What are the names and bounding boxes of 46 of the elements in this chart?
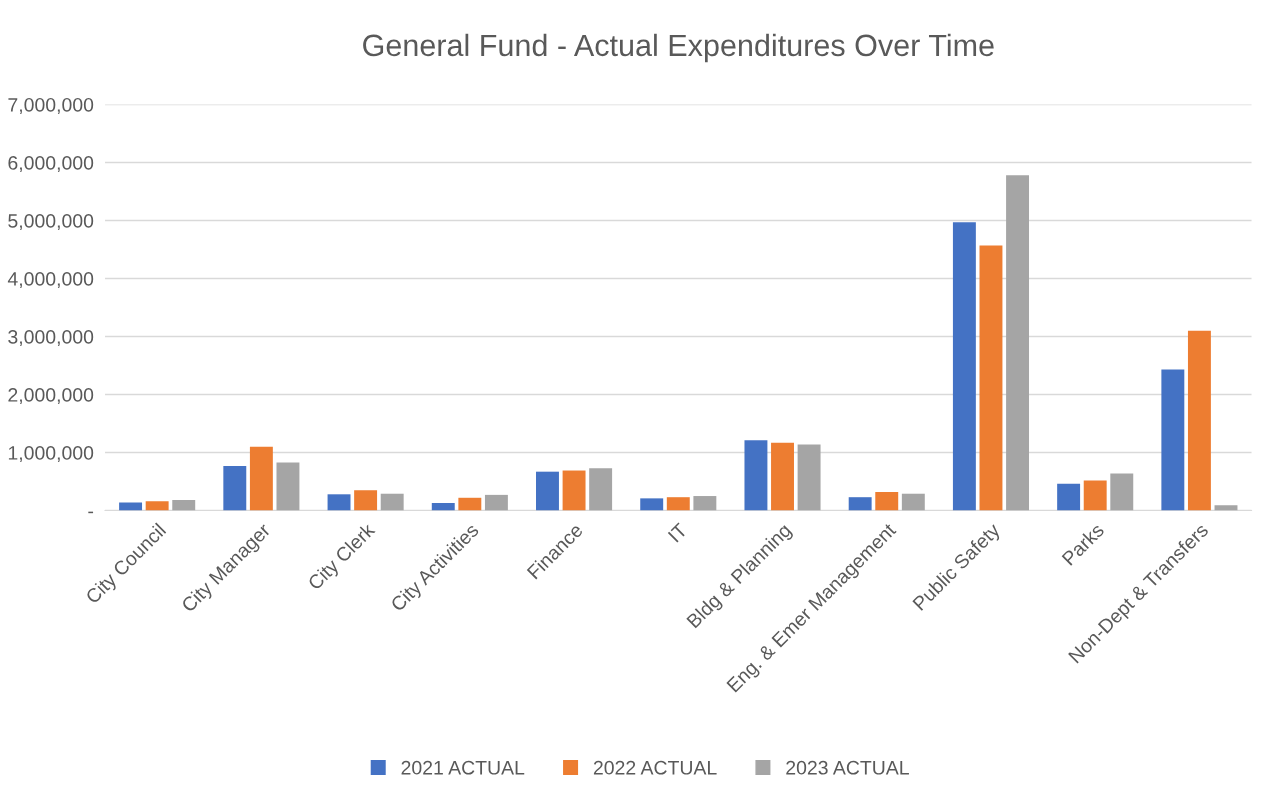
bar [119, 502, 143, 511]
y-tick-label: 4,000,000 [7, 272, 94, 289]
bar [380, 493, 404, 511]
bar [1187, 330, 1211, 511]
y-tick-label: 2,000,000 [8, 388, 94, 405]
bar [1083, 480, 1107, 511]
bar [1110, 473, 1134, 511]
chart-title: General Fund - Actual Expenditures Over Time [363, 33, 994, 63]
bar [276, 462, 300, 511]
bar [1057, 483, 1081, 511]
bar [327, 494, 351, 511]
bar [431, 503, 455, 511]
bar [1006, 175, 1030, 511]
y-tick-label: 7,000,000 [8, 97, 94, 115]
bar [354, 490, 378, 511]
bar [797, 444, 821, 511]
bar [484, 494, 508, 511]
bar [1161, 369, 1185, 511]
y-tick-label: - [88, 511, 94, 514]
bar [640, 498, 664, 511]
bar [249, 446, 273, 511]
y-tick-label: 6,000,000 [8, 155, 94, 173]
legend-label: 2021 ACTUAL [401, 760, 525, 775]
bar [172, 500, 196, 511]
bar [562, 470, 586, 511]
y-tick-label: 3,000,000 [8, 330, 94, 347]
bar [979, 245, 1003, 511]
bar [744, 440, 768, 511]
bar [693, 496, 717, 511]
bar [223, 465, 247, 511]
bar [1214, 505, 1238, 511]
legend-label: 2023 ACTUAL [786, 760, 909, 775]
bar [875, 491, 899, 511]
bar [536, 471, 559, 511]
bar [666, 497, 690, 511]
bar [952, 222, 976, 511]
bar [848, 497, 872, 511]
legend-label: 2022 ACTUAL [593, 760, 717, 775]
bar [901, 493, 925, 511]
y-tick-label: 1,000,000 [8, 446, 94, 463]
bar [589, 468, 613, 511]
bar [771, 442, 794, 511]
bar [458, 497, 482, 511]
x-tick-label: IT [667, 522, 688, 543]
bar [145, 501, 169, 511]
y-tick-label: 5,000,000 [8, 213, 94, 231]
